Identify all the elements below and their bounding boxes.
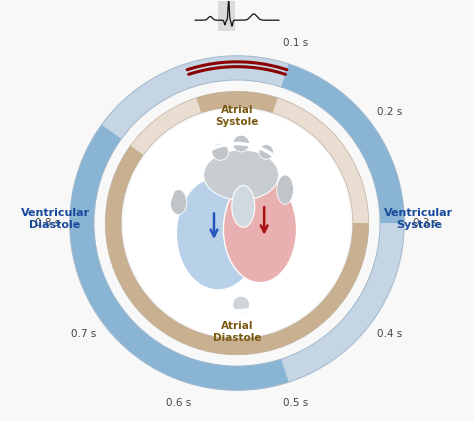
Ellipse shape — [166, 144, 308, 311]
Ellipse shape — [170, 189, 187, 215]
Ellipse shape — [203, 150, 279, 200]
Ellipse shape — [212, 144, 228, 160]
Text: Ventricular
Diastole: Ventricular Diastole — [20, 208, 90, 230]
Text: 0.2 s: 0.2 s — [377, 107, 402, 117]
Text: Ventricular
Systole: Ventricular Systole — [384, 208, 454, 230]
Text: 0.3 s: 0.3 s — [413, 218, 438, 228]
Text: 0.7 s: 0.7 s — [72, 329, 97, 339]
Wedge shape — [105, 91, 369, 355]
Wedge shape — [196, 91, 278, 113]
Circle shape — [123, 109, 351, 337]
Ellipse shape — [233, 135, 249, 152]
Text: Atrial
Systole: Atrial Systole — [215, 105, 259, 127]
Wedge shape — [70, 125, 289, 390]
Ellipse shape — [233, 296, 249, 313]
Text: Atrial
Diastole: Atrial Diastole — [213, 321, 261, 344]
Wedge shape — [105, 146, 369, 355]
Text: 0.4 s: 0.4 s — [377, 329, 402, 339]
Text: 0.8 s: 0.8 s — [36, 218, 61, 228]
Ellipse shape — [277, 175, 293, 204]
Text: 0.6 s: 0.6 s — [166, 398, 191, 408]
Ellipse shape — [223, 176, 297, 282]
Wedge shape — [281, 64, 404, 223]
Ellipse shape — [176, 177, 260, 290]
Wedge shape — [70, 56, 404, 390]
Ellipse shape — [232, 185, 255, 227]
Ellipse shape — [259, 145, 273, 159]
Bar — [218, 0, 235, 31]
Text: 0.1 s: 0.1 s — [283, 38, 308, 48]
Text: 0.5 s: 0.5 s — [283, 398, 308, 408]
